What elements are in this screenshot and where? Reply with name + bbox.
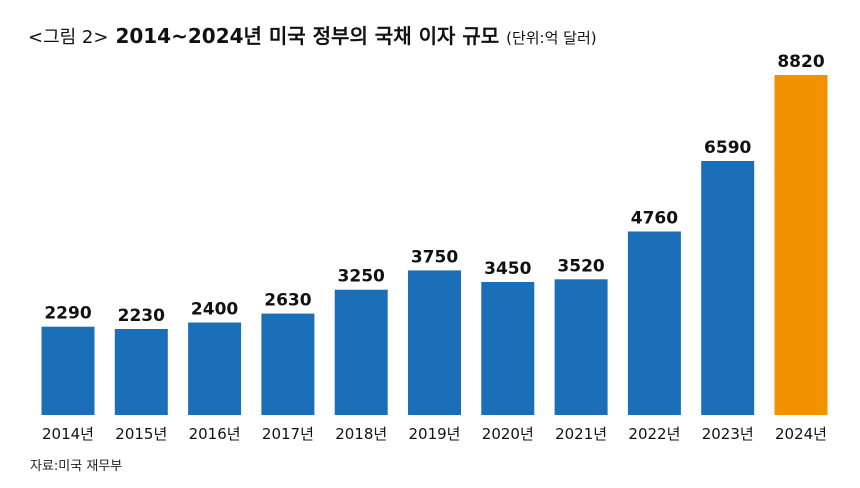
bar-2023년: [701, 161, 755, 415]
bar-2019년: [408, 270, 461, 415]
bar-value-label: 6590: [704, 138, 751, 158]
source-note: 자료:미국 재무부: [30, 459, 123, 474]
bar-value-label: 4760: [631, 209, 678, 229]
x-tick-label: 2016년: [189, 425, 241, 443]
bar-2024년: [774, 75, 828, 415]
x-tick-label: 2015년: [115, 425, 167, 443]
bar-2015년: [114, 329, 168, 415]
bar-value-label: 3250: [338, 267, 385, 287]
x-tick-label: 2019년: [409, 425, 461, 443]
bar-2022년: [627, 231, 681, 415]
chart-main-title: 2014~2024년 미국 정부의 국채 이자 규모: [115, 24, 500, 48]
bar-2018년: [334, 289, 388, 415]
figure-number: <그림 2>: [28, 27, 109, 48]
bar-value-label: 2230: [118, 306, 165, 326]
x-tick-label: 2022년: [628, 425, 680, 443]
bar-2020년: [481, 282, 535, 415]
chart-title: <그림 2> 2014~2024년 미국 정부의 국채 이자 규모 (단위:억 …: [28, 16, 597, 58]
bar-2014년: [41, 326, 95, 415]
unit-label: (단위:억 달러): [506, 29, 597, 47]
bar-value-label: 3750: [411, 247, 458, 267]
bar-2016년: [188, 322, 242, 415]
bar-2021년: [554, 279, 608, 415]
x-tick-label: 2017년: [262, 425, 314, 443]
x-tick-label: 2024년: [775, 425, 827, 443]
bar-value-label: 2630: [264, 291, 311, 311]
bar-value-label: 8820: [777, 52, 824, 72]
x-tick-label: 2018년: [335, 425, 387, 443]
bar-value-label: 2290: [44, 304, 91, 324]
x-tick-label: 2023년: [702, 425, 754, 443]
x-tick-label: 2020년: [482, 425, 534, 443]
bar-value-label: 3520: [557, 256, 604, 276]
x-tick-label: 2014년: [42, 425, 94, 443]
x-tick-label: 2021년: [555, 425, 607, 443]
bar-2017년: [261, 313, 315, 415]
bar-value-label: 2400: [191, 300, 238, 320]
bar-value-label: 3450: [484, 259, 531, 279]
